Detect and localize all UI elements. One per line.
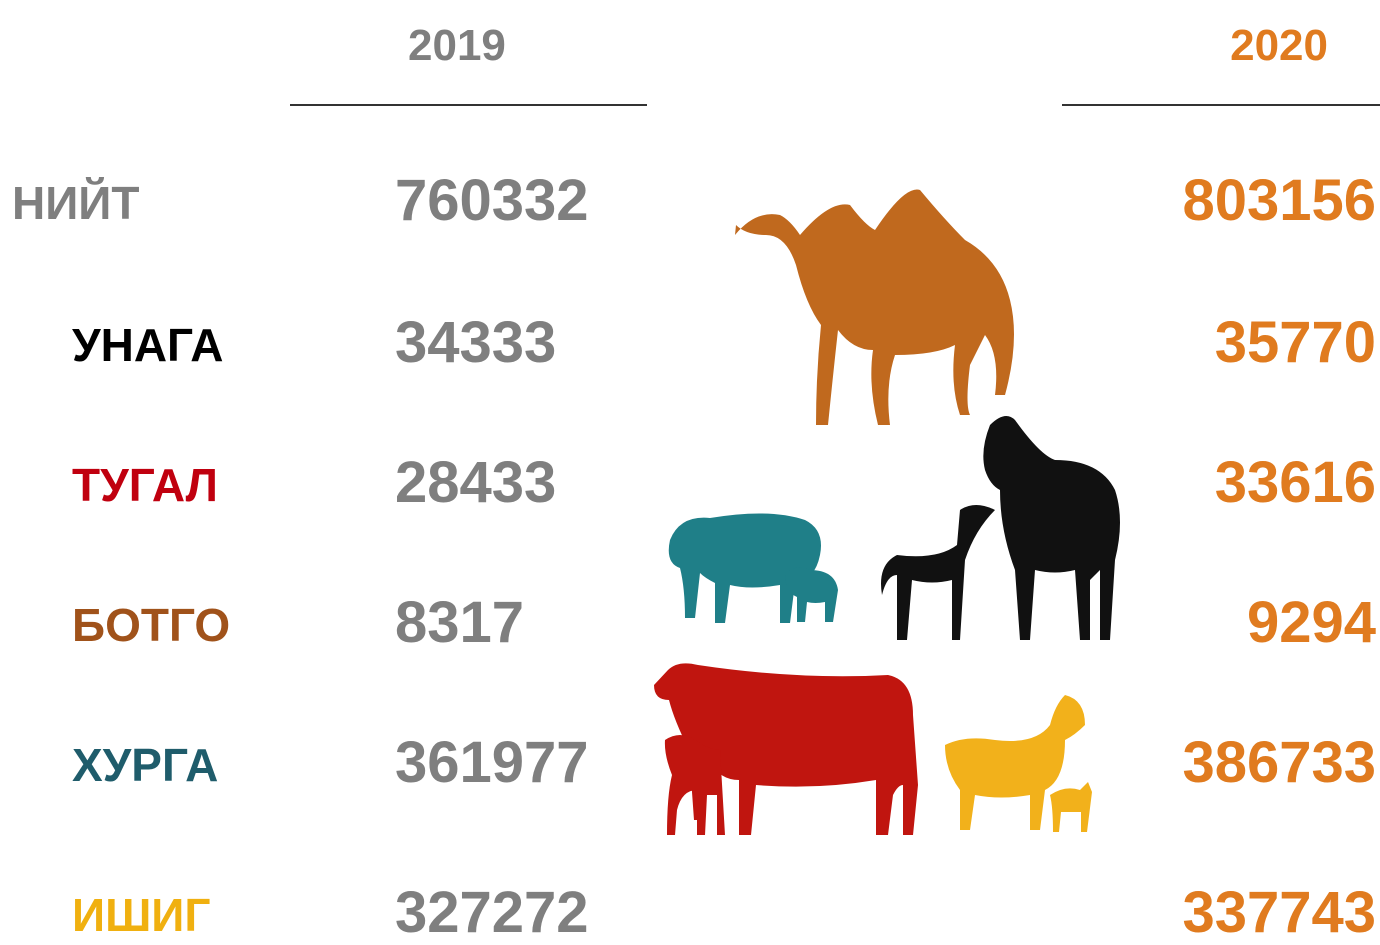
value-2020: 33616: [1215, 454, 1376, 512]
value-2020: 35770: [1215, 314, 1376, 372]
goat: [945, 695, 1092, 832]
page: 2019 2020 НИЙТ 760332 803156 УНАГА 34333 3577…: [0, 0, 1380, 942]
year-header: 2020: [1230, 24, 1328, 68]
row-label: НИЙТ: [12, 180, 139, 226]
value-2019: 760332: [395, 172, 589, 230]
value-2019: 8317: [395, 594, 524, 652]
header-rule: [290, 104, 647, 106]
value-2019: 28433: [395, 454, 556, 512]
camel: [735, 190, 1014, 426]
value-2020: 386733: [1182, 734, 1376, 792]
value-2020: 803156: [1182, 172, 1376, 230]
row-label: ИШИГ: [72, 892, 210, 938]
row-label: БОТГО: [72, 602, 230, 648]
horse: [881, 416, 1120, 640]
header-rule: [1062, 104, 1380, 106]
value-2019: 327272: [395, 884, 589, 942]
row-label: ТУГАЛ: [72, 462, 218, 508]
value-2019: 34333: [395, 314, 556, 372]
year-header: 2019: [408, 24, 506, 68]
value-2019: 361977: [395, 734, 589, 792]
value-2020: 9294: [1247, 594, 1376, 652]
value-2020: 337743: [1182, 884, 1376, 942]
cow: [654, 663, 918, 835]
sheep: [669, 513, 838, 623]
row-label: ХУРГА: [72, 742, 218, 788]
row-label: УНАГА: [72, 322, 223, 368]
